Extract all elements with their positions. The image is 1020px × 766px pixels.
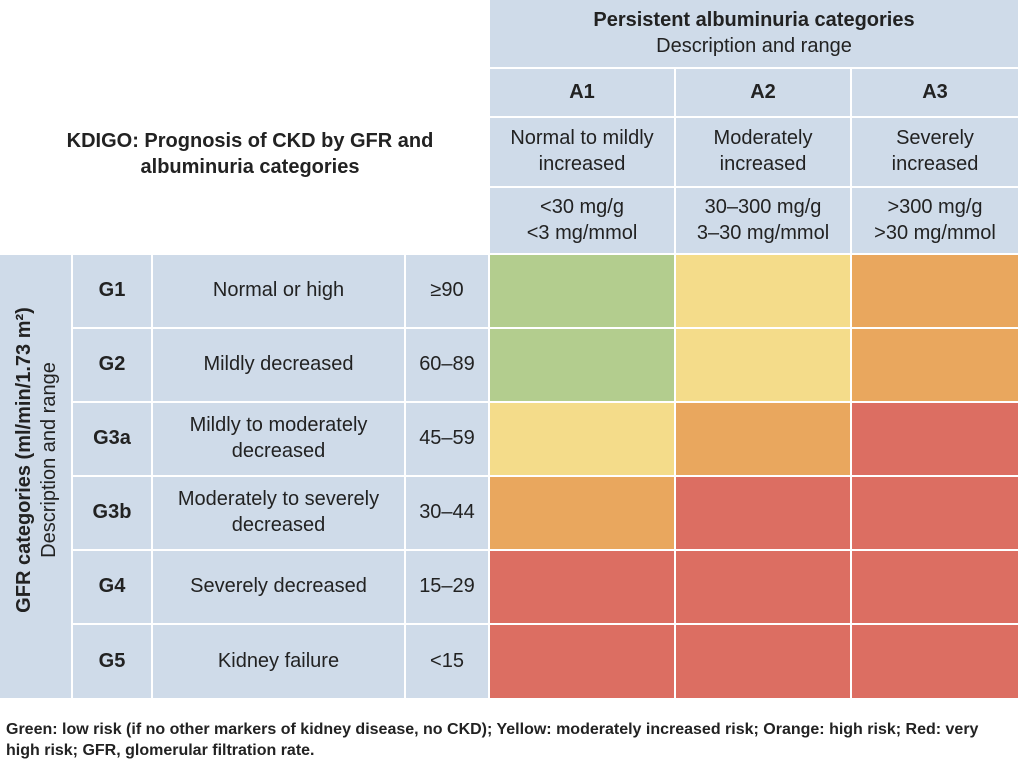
gfr-description-label: Mildly to moderately decreased [189,414,368,462]
risk-cell-g1-a3 [852,255,1020,329]
gfr-code-g3b: G3b [73,477,153,551]
albuminuria-subheading: Description and range [656,34,852,57]
risk-cell-g3a-a1 [490,403,676,477]
risk-cell-g4-a3 [852,551,1020,625]
risk-cell-g3b-a1 [490,477,676,551]
gfr-code-g1: G1 [73,255,153,329]
albuminuria-description-a2: Moderately increased [676,118,852,188]
gfr-range-label: ≥90 [430,279,464,302]
albuminuria-range-a1: <30 mg/g <3 mg/mmol [490,188,676,255]
gfr-heading-text: GFR categories (ml/min/1.73 m²) Descript… [12,250,62,670]
risk-cell-g1-a1 [490,255,676,329]
gfr-range-g3a: 45–59 [406,403,490,477]
albuminuria-description-label: Moderately increased [713,127,813,175]
risk-cell-g3a-a3 [852,403,1020,477]
albuminuria-description-label: Normal to mildly increased [510,127,654,175]
gfr-range-g4: 15–29 [406,551,490,625]
risk-cell-g2-a1 [490,329,676,403]
risk-cell-g3b-a2 [676,477,852,551]
albuminuria-range-mass: <30 mg/g [540,195,624,218]
gfr-heading: GFR categories (ml/min/1.73 m²) [13,307,35,613]
gfr-heading-cell [0,255,73,700]
albuminuria-description-a3: Severely increased [852,118,1020,188]
gfr-code-g5: G5 [73,625,153,700]
gfr-description-label: Kidney failure [217,649,340,672]
gfr-description-g4: Severely decreased [153,551,406,625]
risk-cell-g4-a2 [676,551,852,625]
gfr-description-g3b: Moderately to severely decreased [153,477,406,551]
albuminuria-code-a3: A3 [852,69,1020,118]
risk-cell-g3a-a2 [676,403,852,477]
gfr-range-label: 15–29 [419,575,475,598]
page-title-text: KDIGO: Prognosis of CKD by GFR and album… [66,130,434,178]
gfr-range-label: 30–44 [419,501,475,524]
gfr-range-label: <15 [430,649,464,672]
albuminuria-range-molar: >30 mg/mmol [874,221,996,244]
risk-cell-g4-a1 [490,551,676,625]
albuminuria-code-a1: A1 [490,69,676,118]
albuminuria-range-a2: 30–300 mg/g 3–30 mg/mmol [676,188,852,255]
albuminuria-range-mass: >300 mg/g [887,195,983,218]
gfr-code-g3a: G3a [73,403,153,477]
gfr-description-label: Moderately to severely decreased [177,488,380,536]
gfr-description-g1: Normal or high [153,255,406,329]
gfr-description-g3a: Mildly to moderately decreased [153,403,406,477]
gfr-code-label: G1 [98,279,126,302]
albuminuria-range-molar: 3–30 mg/mmol [696,221,830,244]
gfr-description-g5: Kidney failure [153,625,406,700]
gfr-subheading: Description and range [38,362,60,558]
albuminuria-description-a1: Normal to mildly increased [490,118,676,188]
gfr-description-label: Mildly decreased [203,353,354,376]
albuminuria-code-label: A2 [750,80,776,103]
gfr-description-label: Severely decreased [190,575,367,598]
gfr-code-g4: G4 [73,551,153,625]
albuminuria-range-mass: 30–300 mg/g [704,195,822,218]
risk-cell-g5-a3 [852,625,1020,700]
risk-cell-g1-a2 [676,255,852,329]
albuminuria-range-a3: >300 mg/g >30 mg/mmol [852,188,1020,255]
gfr-code-label: G3b [92,501,132,524]
albuminuria-heading: Persistent albuminuria categories [593,8,915,31]
albuminuria-heading-cell: Persistent albuminuria categories Descri… [490,0,1020,69]
risk-legend: Green: low risk (if no other markers of … [6,721,979,759]
albuminuria-code-a2: A2 [676,69,852,118]
gfr-range-g3b: 30–44 [406,477,490,551]
gfr-code-label: G2 [98,353,126,376]
gfr-description-g2: Mildly decreased [153,329,406,403]
albuminuria-description-label: Severely increased [891,127,979,175]
gfr-code-label: G4 [98,575,126,598]
risk-cell-g3b-a3 [852,477,1020,551]
gfr-code-g2: G2 [73,329,153,403]
albuminuria-range-molar: <3 mg/mmol [526,221,638,244]
albuminuria-code-label: A1 [569,80,595,103]
gfr-code-label: G5 [98,649,126,672]
risk-cell-g2-a3 [852,329,1020,403]
gfr-description-label: Normal or high [212,279,345,302]
gfr-range-label: 45–59 [419,427,475,450]
risk-cell-g5-a2 [676,625,852,700]
risk-cell-g5-a1 [490,625,676,700]
risk-cell-g2-a2 [676,329,852,403]
page-title: KDIGO: Prognosis of CKD by GFR and album… [30,120,470,190]
gfr-range-g1: ≥90 [406,255,490,329]
gfr-range-g2: 60–89 [406,329,490,403]
gfr-range-g5: <15 [406,625,490,700]
gfr-range-label: 60–89 [419,353,475,376]
albuminuria-code-label: A3 [922,80,948,103]
gfr-code-label: G3a [93,427,131,450]
